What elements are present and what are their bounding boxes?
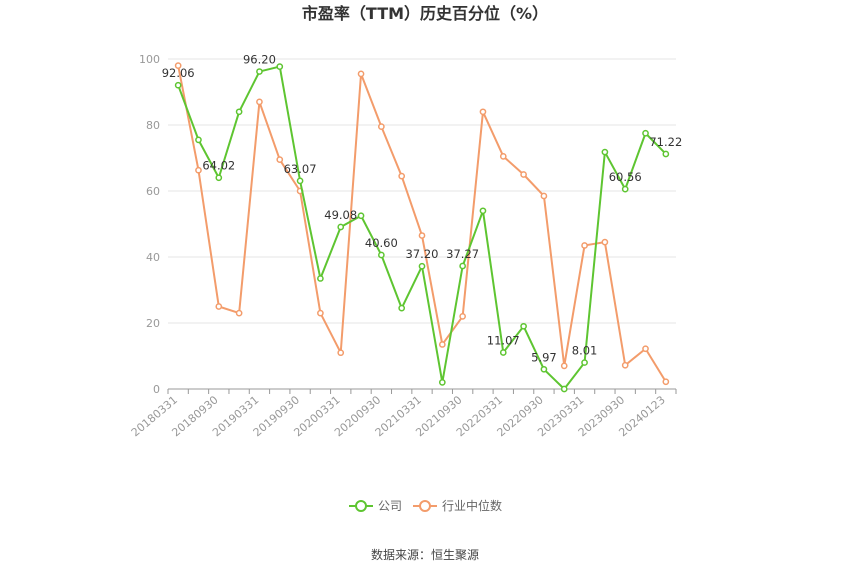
data-label: 63.07 [284, 162, 317, 176]
data-label: 64.02 [202, 159, 235, 173]
data-point [357, 70, 365, 78]
data-source: 数据来源：恒生聚源 [371, 547, 479, 562]
data-point [256, 68, 263, 75]
x-axis: 2018033120180930201903312019093020200331… [129, 388, 677, 439]
series-line [177, 65, 667, 390]
data-point [540, 192, 548, 200]
data-point [479, 108, 487, 116]
series-company [174, 63, 670, 393]
data-point [378, 251, 385, 259]
data-point [438, 379, 446, 386]
data-point [459, 313, 466, 320]
data-point [378, 123, 385, 131]
data-point [662, 378, 670, 386]
data-point [479, 207, 487, 215]
data-point [174, 62, 182, 69]
data-label: 96.20 [243, 53, 276, 67]
data-point [560, 362, 568, 370]
series-industry-median [174, 62, 670, 386]
data-point [398, 304, 406, 312]
data-point [195, 166, 202, 174]
legend-company-label: 公司 [378, 499, 402, 513]
data-label: 49.08 [324, 208, 357, 222]
legend[interactable]: 公司 行业中位数 [349, 498, 502, 513]
data-point [642, 129, 649, 137]
data-point [276, 63, 284, 70]
y-tick-label: 40 [146, 251, 160, 264]
data-point [337, 223, 345, 231]
series-layer [174, 62, 670, 393]
y-tick-label: 80 [146, 119, 160, 132]
data-point [174, 81, 182, 89]
data-label: 8.01 [572, 344, 598, 358]
series-line [177, 65, 667, 383]
data-point [215, 303, 223, 310]
data-label: 40.60 [365, 236, 398, 250]
data-point [601, 238, 609, 246]
data-point [317, 275, 324, 282]
data-point [499, 349, 507, 356]
data-point [621, 185, 629, 193]
legend-item-industry-median[interactable]: 行业中位数 [413, 498, 502, 513]
data-point [560, 385, 568, 393]
y-tick-label: 20 [146, 317, 160, 330]
data-labels: 92.06 64.02 96.20 63.07 49.08 40.60 37.20 37.27… [162, 53, 683, 365]
chart-title: 市盈率（TTM）历史百分位（%） [302, 4, 548, 23]
data-point [621, 361, 629, 369]
y-tick-label: 0 [153, 383, 160, 396]
data-label: 37.27 [446, 247, 479, 261]
data-point [317, 309, 324, 317]
data-point [581, 242, 588, 249]
data-point [662, 150, 670, 158]
data-point [276, 156, 284, 163]
data-point [357, 212, 365, 220]
data-point [296, 177, 304, 185]
legend-item-company[interactable]: 公司 [349, 499, 402, 513]
data-point [520, 171, 527, 178]
data-point [459, 262, 466, 270]
y-axis: 0 20 40 60 80 100 [139, 53, 160, 396]
data-point [398, 172, 406, 180]
data-point [418, 232, 426, 239]
data-point [215, 174, 223, 182]
data-point [235, 108, 243, 116]
data-point [581, 359, 588, 366]
y-tick-label: 100 [139, 53, 160, 66]
data-point [195, 136, 202, 144]
data-point [642, 345, 649, 353]
data-label: 92.06 [162, 66, 195, 80]
data-label: 71.22 [649, 135, 682, 149]
grid-lines [168, 58, 676, 324]
data-point [540, 365, 548, 373]
data-label: 11.07 [487, 333, 520, 347]
data-point [499, 153, 507, 160]
y-tick-label: 60 [146, 185, 160, 198]
data-point [438, 341, 446, 348]
legend-industry-label: 行业中位数 [442, 498, 502, 513]
data-point [520, 322, 527, 330]
data-point [601, 148, 609, 156]
data-label: 37.20 [406, 247, 439, 261]
data-label: 5.97 [531, 350, 557, 364]
data-point [235, 309, 243, 317]
data-point [337, 349, 345, 357]
data-label: 60.56 [609, 170, 642, 184]
legend-industry-marker [419, 500, 431, 512]
data-point [418, 262, 426, 270]
legend-company-marker [355, 500, 367, 512]
data-point [256, 98, 263, 106]
